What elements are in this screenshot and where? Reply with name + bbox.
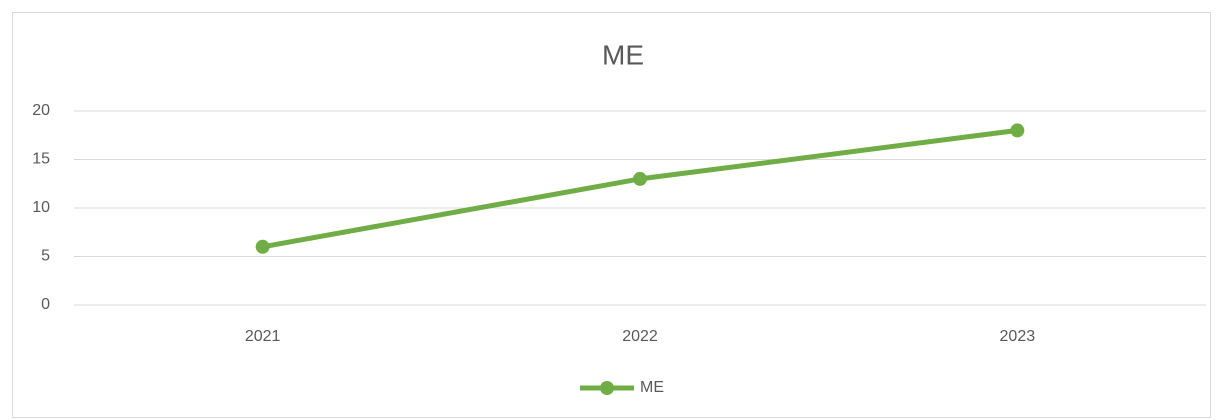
y-tick-label: 5 [41, 248, 50, 265]
y-tick-label: 0 [41, 296, 50, 313]
x-tick-label: 2021 [245, 328, 281, 345]
chart-border [12, 12, 1211, 418]
marker [255, 239, 270, 254]
x-tick-label: 2023 [1000, 328, 1036, 345]
marker [633, 171, 647, 186]
legend-label: ME [640, 379, 664, 396]
y-tick-label: 15 [32, 151, 50, 168]
chart-title: ME [602, 39, 644, 70]
legend-marker [600, 381, 614, 395]
marker [1010, 123, 1025, 138]
x-tick-label: 2022 [622, 328, 658, 345]
y-tick-label: 20 [32, 102, 50, 119]
y-tick-label: 10 [32, 199, 50, 216]
